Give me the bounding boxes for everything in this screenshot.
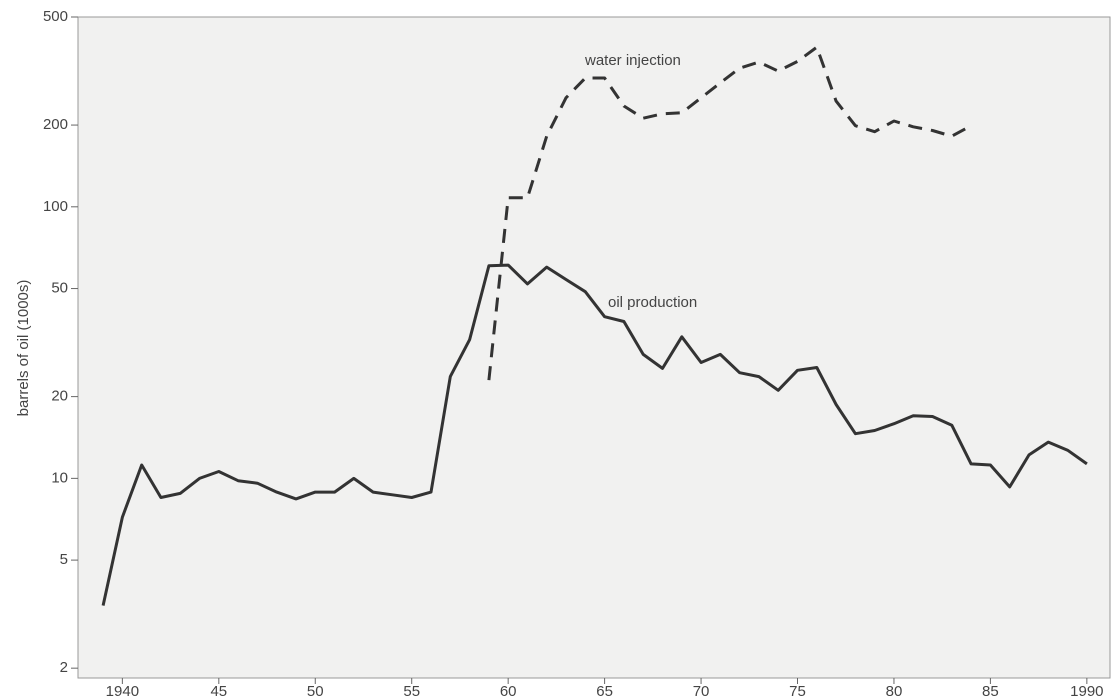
y-tick-label: 100 (43, 198, 68, 215)
y-tick-label: 2 (60, 659, 68, 676)
x-tick-label: 1990 (1070, 683, 1103, 700)
x-tick-label: 85 (982, 683, 999, 700)
y-tick-label: 20 (51, 388, 68, 405)
x-tick-label: 65 (596, 683, 613, 700)
x-tick-label: 1940 (106, 683, 139, 700)
annotation: water injection (584, 52, 681, 69)
x-tick-label: 75 (789, 683, 806, 700)
y-tick-label: 200 (43, 116, 68, 133)
y-axis-label: barrels of oil (1000s) (15, 280, 32, 417)
x-tick-label: 80 (886, 683, 903, 700)
y-tick-label: 500 (43, 8, 68, 25)
x-tick-label: 60 (500, 683, 517, 700)
series-line (487, 45, 972, 381)
plot-area (77, 16, 1111, 679)
y-tick-label: 50 (51, 280, 68, 297)
x-tick-label: 45 (210, 683, 227, 700)
x-tick-label: 50 (307, 683, 324, 700)
series-line (101, 263, 1088, 606)
annotation: oil production (608, 294, 697, 311)
y-tick-label: 10 (51, 469, 68, 486)
x-tick-label: 70 (693, 683, 710, 700)
x-tick-label: 55 (403, 683, 420, 700)
y-tick-label: 5 (60, 551, 68, 568)
